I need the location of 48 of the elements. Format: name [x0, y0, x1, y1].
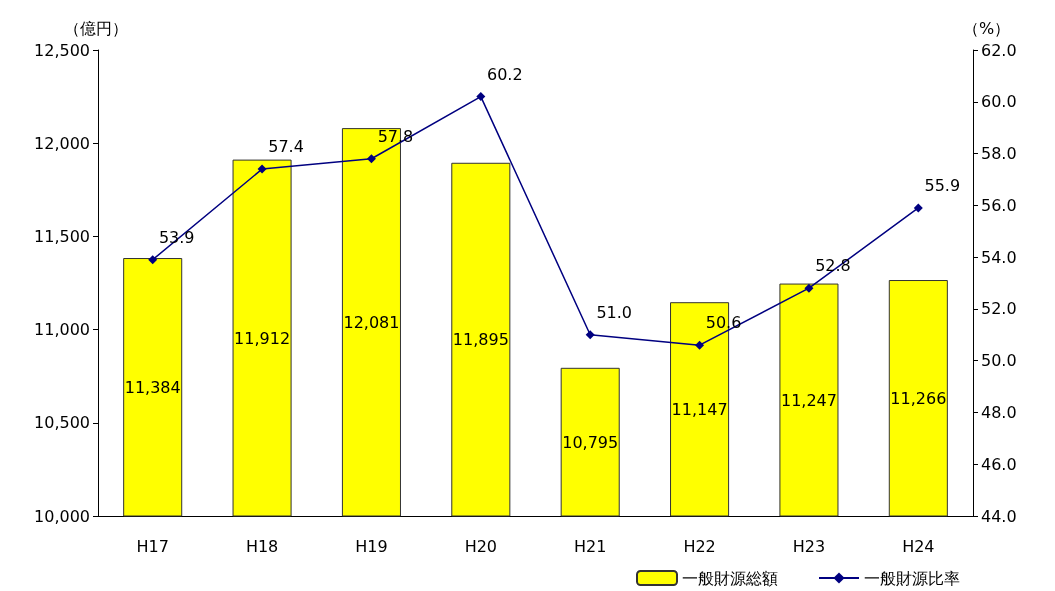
point	[585, 330, 595, 340]
y2-tick-label: 60.0	[981, 92, 1017, 112]
x-tick-label: H24	[902, 536, 935, 556]
point	[804, 283, 814, 293]
y2-tick-label: 58.0	[981, 144, 1017, 164]
x-tick-label: H23	[792, 536, 826, 556]
point	[257, 164, 267, 174]
x-tick-label: H20	[464, 536, 498, 556]
y-axis-title: （億円）	[64, 18, 128, 38]
y2-tick-label: 56.0	[981, 195, 1017, 215]
data-label: 11,266	[890, 388, 947, 408]
x-tick-label: H22	[683, 536, 716, 556]
y2-axis-title: （%）	[963, 18, 1011, 38]
point	[695, 340, 705, 350]
data-label: 11,147	[671, 399, 728, 419]
point	[476, 92, 486, 102]
data-label: 60.2	[487, 64, 523, 84]
data-label: 11,384	[124, 377, 181, 397]
point	[148, 255, 158, 265]
y-tick-label: 12,500	[34, 40, 90, 60]
legend-label: 一般財源総額	[682, 568, 778, 588]
data-label: 11,895	[452, 330, 509, 350]
y2-tick-label: 50.0	[981, 351, 1017, 371]
x-tick-label: H21	[573, 536, 607, 556]
y-tick-label: 11,500	[34, 226, 90, 246]
x-tick-label: H19	[355, 536, 388, 556]
data-label: 57.4	[268, 137, 304, 157]
y2-tick-label: 54.0	[981, 247, 1017, 267]
data-label: 11,247	[780, 390, 837, 410]
y-tick-label: 10,500	[34, 413, 90, 433]
point	[913, 203, 923, 213]
legend-label: 一般財源比率	[864, 568, 960, 588]
y2-tick-label: 44.0	[981, 506, 1017, 526]
x-tick-label: H17	[136, 536, 169, 556]
y2-tick-label: 48.0	[981, 402, 1017, 422]
data-label: 11,912	[234, 328, 291, 348]
data-label: 12,081	[343, 312, 400, 332]
y-tick-label: 11,000	[34, 320, 90, 340]
point	[366, 154, 376, 164]
y-tick-label: 10,000	[34, 506, 90, 526]
y-tick-label: 12,000	[34, 133, 90, 153]
y2-tick-label: 52.0	[981, 299, 1017, 319]
data-label: 55.9	[924, 175, 961, 195]
data-label: 10,795	[562, 432, 619, 452]
y2-tick-label: 62.0	[981, 40, 1017, 60]
y2-tick-label: 46.0	[981, 454, 1017, 474]
x-tick-label: H18	[245, 536, 279, 556]
data-label: 51.0	[596, 302, 632, 322]
